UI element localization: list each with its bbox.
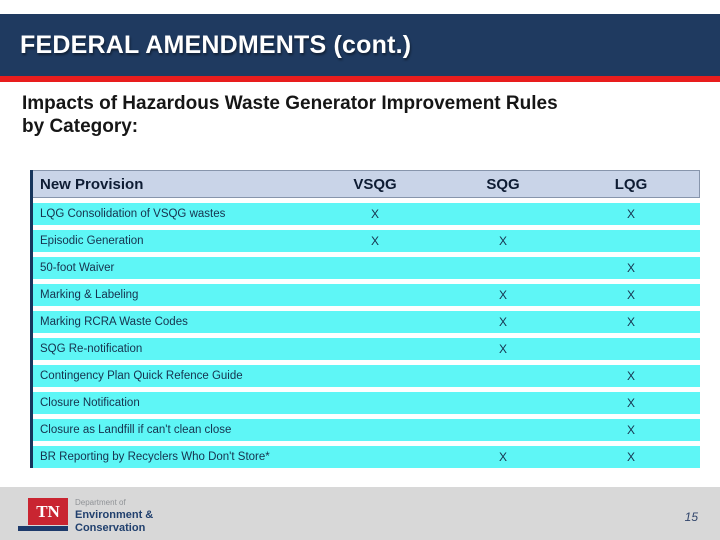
table-row: LQG Consolidation of VSQG wastes X X: [33, 203, 700, 225]
footer-bar: TN Department of Environment & Conservat…: [0, 487, 720, 540]
lqg-cell: X: [626, 369, 635, 383]
lqg-cell: X: [626, 450, 635, 464]
table-row: Episodic Generation X X: [33, 230, 700, 252]
lqg-cell: X: [626, 315, 635, 329]
provision-cell: Marking RCRA Waste Codes: [40, 316, 188, 328]
conservation-label: Conservation: [75, 522, 146, 534]
sqg-cell: X: [498, 288, 507, 302]
sqg-cell: X: [498, 315, 507, 329]
table-row: Marking & Labeling X X: [33, 284, 700, 306]
provision-cell: LQG Consolidation of VSQG wastes: [40, 208, 226, 220]
provision-cell: Episodic Generation: [40, 235, 144, 247]
slide-subtitle: Impacts of Hazardous Waste Generator Imp…: [22, 92, 682, 138]
subtitle-line-1: Impacts of Hazardous Waste Generator Imp…: [22, 93, 558, 114]
column-header-lqg: LQG: [614, 175, 648, 193]
provision-cell: Contingency Plan Quick Refence Guide: [40, 370, 243, 382]
lqg-cell: X: [626, 396, 635, 410]
column-header-new-provision: New Provision: [40, 175, 144, 193]
vsqg-cell: X: [370, 234, 379, 248]
sqg-cell: X: [498, 450, 507, 464]
department-wordmark: Department of Environment & Conservation: [75, 499, 153, 536]
column-header-vsqg: VSQG: [353, 175, 397, 193]
subtitle-line-2: by Category:: [22, 116, 139, 138]
provision-cell: 50-foot Waiver: [40, 262, 115, 274]
tn-logo-underline: [18, 526, 68, 531]
provision-cell: BR Reporting by Recyclers Who Don't Stor…: [40, 451, 270, 463]
table-row: Contingency Plan Quick Refence Guide X: [33, 365, 700, 387]
table-header-row: New Provision VSQG SQG LQG: [33, 170, 700, 198]
table-row: Closure Notification X: [33, 392, 700, 414]
lqg-cell: X: [626, 261, 635, 275]
table-row: SQG Re-notification X: [33, 338, 700, 360]
provision-cell: Closure as Landfill if can't clean close: [40, 424, 232, 436]
generator-rules-table: New Provision VSQG SQG LQG LQG Consolida…: [30, 170, 700, 468]
provision-cell: Closure Notification: [40, 397, 140, 409]
slide-title: FEDERAL AMENDMENTS (cont.): [20, 30, 412, 59]
slide-title-bar: FEDERAL AMENDMENTS (cont.): [0, 14, 720, 76]
environment-label: Environment &: [75, 509, 154, 521]
tn-logo: TN: [28, 498, 68, 525]
table-row: BR Reporting by Recyclers Who Don't Stor…: [33, 446, 700, 468]
lqg-cell: X: [626, 207, 635, 221]
sqg-cell: X: [498, 234, 507, 248]
column-header-sqg: SQG: [486, 175, 520, 193]
table-row: 50-foot Waiver X: [33, 257, 700, 279]
vsqg-cell: X: [370, 207, 379, 221]
provision-cell: SQG Re-notification: [40, 343, 143, 355]
table-row: Marking RCRA Waste Codes X X: [33, 311, 700, 333]
title-red-divider: [0, 76, 720, 82]
sqg-cell: X: [498, 342, 507, 356]
lqg-cell: X: [626, 423, 635, 437]
page-number: 15: [684, 510, 698, 524]
department-of-label: Department of: [75, 498, 126, 507]
table-row: Closure as Landfill if can't clean close…: [33, 419, 700, 441]
lqg-cell: X: [626, 288, 635, 302]
table-body: LQG Consolidation of VSQG wastes X X Episod…: [33, 203, 700, 468]
provision-cell: Marking & Labeling: [40, 289, 139, 301]
